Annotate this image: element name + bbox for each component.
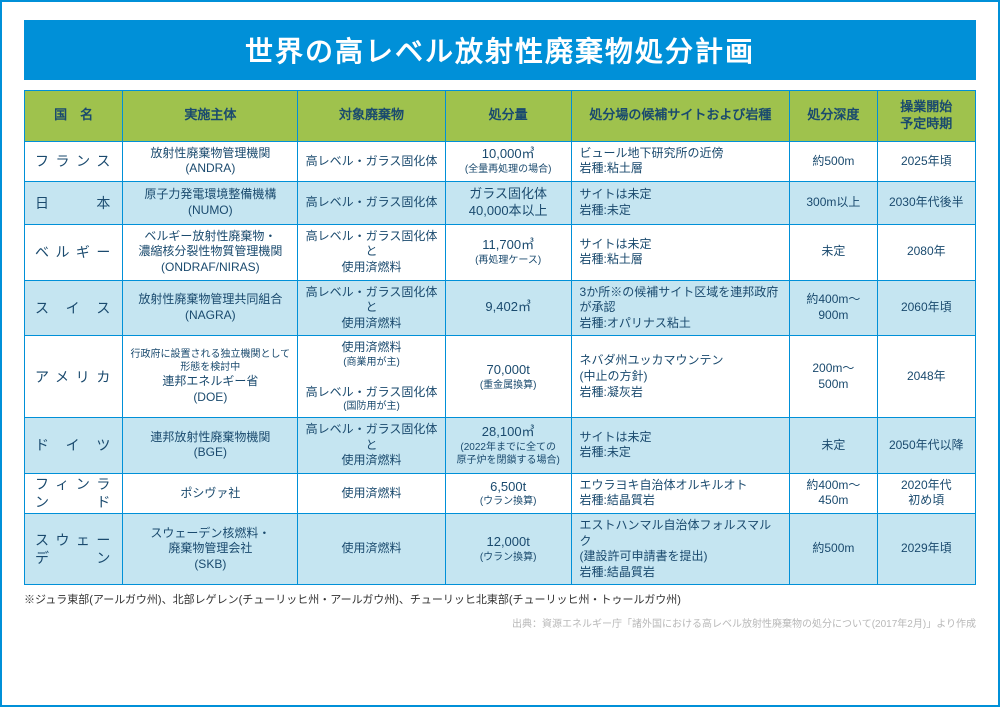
table-row: フィンランドポシヴァ社使用済燃料6,500t(ウラン換算)エウラヨキ自治体オルキ… (25, 473, 976, 513)
cell-country: フランス (25, 141, 123, 181)
cell-country: ベルギー (25, 224, 123, 280)
cell-start: 2020年代初め頃 (877, 473, 975, 513)
cell-site: サイトは未定岩種:粘土層 (571, 224, 790, 280)
cell-site: ネバダ州ユッカマウンテン(中止の方針)岩種:凝灰岩 (571, 336, 790, 418)
table-row: スウェーデンスウェーデン核燃料・廃棄物管理会社(SKB)使用済燃料12,000t… (25, 514, 976, 585)
source-citation: 出典：資源エネルギー庁「諸外国における高レベル放射性廃棄物の処分について(201… (24, 615, 976, 630)
cell-amount: 28,100㎥(2022年までに全ての原子炉を閉鎖する場合) (445, 418, 571, 474)
cell-start: 2080年 (877, 224, 975, 280)
cell-country: フィンランド (25, 473, 123, 513)
cell-depth: 約500m (790, 514, 877, 585)
cell-agency: 放射性廃棄物管理共同組合(NAGRA) (123, 280, 298, 336)
cell-waste: 高レベル・ガラス固化体と使用済燃料 (298, 224, 446, 280)
cell-site: エストハンマル自治体フォルスマルク(建設許可申請書を提出)岩種:結晶質岩 (571, 514, 790, 585)
cell-country: ド イ ツ (25, 418, 123, 474)
cell-start: 2029年頃 (877, 514, 975, 585)
col-start: 操業開始予定時期 (877, 91, 975, 142)
disposal-plan-table: 国 名 実施主体 対象廃棄物 処分量 処分場の候補サイトおよび岩種 処分深度 操… (24, 90, 976, 585)
cell-start: 2030年代後半 (877, 181, 975, 224)
col-waste: 対象廃棄物 (298, 91, 446, 142)
cell-waste: 高レベル・ガラス固化体 (298, 141, 446, 181)
cell-site: エウラヨキ自治体オルキルオト岩種:結晶質岩 (571, 473, 790, 513)
col-depth: 処分深度 (790, 91, 877, 142)
cell-agency: 連邦放射性廃棄物機関(BGE) (123, 418, 298, 474)
cell-amount: 12,000t(ウラン換算) (445, 514, 571, 585)
cell-agency: 放射性廃棄物管理機関(ANDRA) (123, 141, 298, 181)
cell-waste: 高レベル・ガラス固化体 (298, 181, 446, 224)
cell-depth: 200m～500m (790, 336, 877, 418)
table-row: フランス放射性廃棄物管理機関(ANDRA)高レベル・ガラス固化体10,000㎥(… (25, 141, 976, 181)
cell-depth: 約500m (790, 141, 877, 181)
cell-amount: ガラス固化体40,000本以上 (445, 181, 571, 224)
cell-agency: ベルギー放射性廃棄物・濃縮核分裂性物質管理機関(ONDRAF/NIRAS) (123, 224, 298, 280)
cell-site: サイトは未定岩種:未定 (571, 181, 790, 224)
cell-start: 2025年頃 (877, 141, 975, 181)
cell-agency: スウェーデン核燃料・廃棄物管理会社(SKB) (123, 514, 298, 585)
cell-depth: 未定 (790, 418, 877, 474)
cell-waste: 使用済燃料 (298, 473, 446, 513)
cell-waste: 高レベル・ガラス固化体と使用済燃料 (298, 418, 446, 474)
cell-depth: 300m以上 (790, 181, 877, 224)
cell-country: アメリカ (25, 336, 123, 418)
cell-waste: 高レベル・ガラス固化体と使用済燃料 (298, 280, 446, 336)
cell-amount: 11,700㎥(再処理ケース) (445, 224, 571, 280)
cell-agency: 行政府に設置される独立機関として形態を検討中連邦エネルギー省(DOE) (123, 336, 298, 418)
cell-site: サイトは未定岩種:未定 (571, 418, 790, 474)
col-country: 国 名 (25, 91, 123, 142)
table-row: ス イ ス放射性廃棄物管理共同組合(NAGRA)高レベル・ガラス固化体と使用済燃… (25, 280, 976, 336)
col-site: 処分場の候補サイトおよび岩種 (571, 91, 790, 142)
table-header-row: 国 名 実施主体 対象廃棄物 処分量 処分場の候補サイトおよび岩種 処分深度 操… (25, 91, 976, 142)
cell-agency: ポシヴァ社 (123, 473, 298, 513)
cell-country: 日 本 (25, 181, 123, 224)
table-row: 日 本原子力発電環境整備機構(NUMO)高レベル・ガラス固化体ガラス固化体40,… (25, 181, 976, 224)
table-row: ド イ ツ連邦放射性廃棄物機関(BGE)高レベル・ガラス固化体と使用済燃料28,… (25, 418, 976, 474)
footnote: ※ジュラ東部(アールガウ州)、北部レゲレン(チューリッヒ州・アールガウ州)、チュ… (24, 591, 976, 607)
cell-amount: 70,000t(重金属換算) (445, 336, 571, 418)
table-row: ベルギーベルギー放射性廃棄物・濃縮核分裂性物質管理機関(ONDRAF/NIRAS… (25, 224, 976, 280)
cell-site: ビュール地下研究所の近傍岩種:粘土層 (571, 141, 790, 181)
cell-site: 3か所※の候補サイト区域を連邦政府が承認岩種:オパリナス粘土 (571, 280, 790, 336)
page-title: 世界の高レベル放射性廃棄物処分計画 (24, 20, 976, 80)
cell-waste: 使用済燃料 (298, 514, 446, 585)
table-row: アメリカ行政府に設置される独立機関として形態を検討中連邦エネルギー省(DOE)使… (25, 336, 976, 418)
cell-depth: 未定 (790, 224, 877, 280)
cell-depth: 約400m～450m (790, 473, 877, 513)
cell-country: ス イ ス (25, 280, 123, 336)
col-amount: 処分量 (445, 91, 571, 142)
cell-country: スウェーデン (25, 514, 123, 585)
cell-start: 2048年 (877, 336, 975, 418)
cell-start: 2060年頃 (877, 280, 975, 336)
cell-amount: 6,500t(ウラン換算) (445, 473, 571, 513)
cell-agency: 原子力発電環境整備機構(NUMO) (123, 181, 298, 224)
cell-start: 2050年代以降 (877, 418, 975, 474)
cell-waste: 使用済燃料(商業用が主)高レベル・ガラス固化体(国防用が主) (298, 336, 446, 418)
cell-amount: 10,000㎥(全量再処理の場合) (445, 141, 571, 181)
cell-depth: 約400m～900m (790, 280, 877, 336)
cell-amount: 9,402㎥ (445, 280, 571, 336)
col-agency: 実施主体 (123, 91, 298, 142)
